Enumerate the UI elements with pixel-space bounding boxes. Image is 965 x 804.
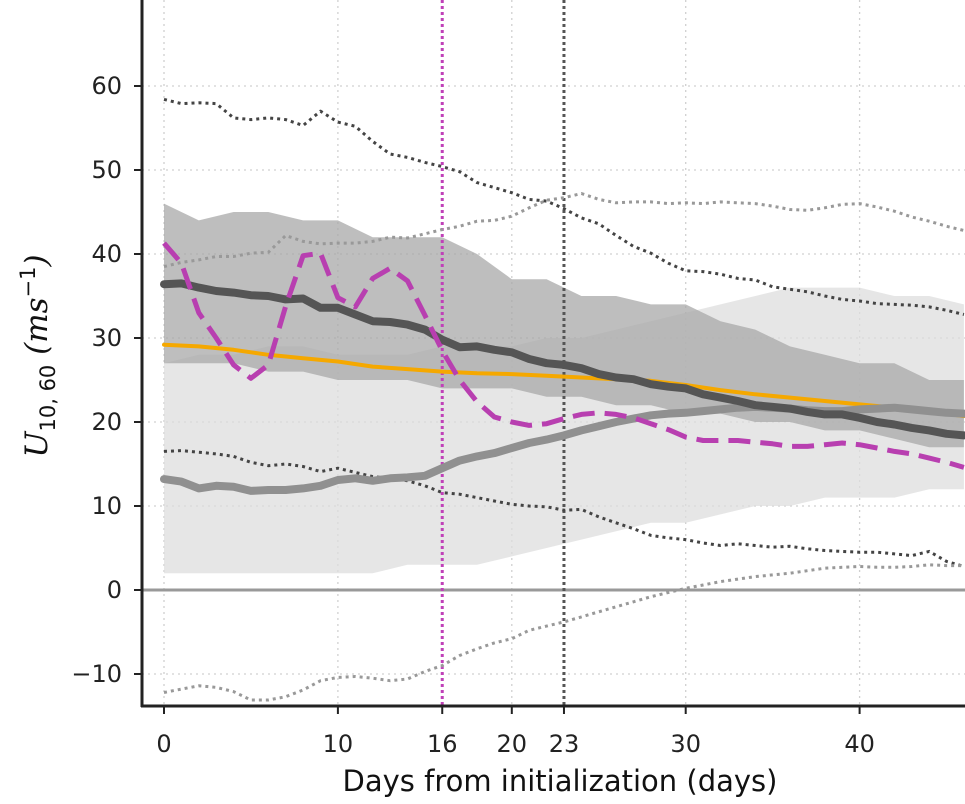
series-line [162, 342, 965, 419]
y-label-open: ( [19, 342, 55, 365]
vertical-markers [440, 0, 566, 706]
x-tick-label: 20 [497, 730, 528, 758]
y-tick-label: 20 [91, 408, 122, 436]
y-label-close: ) [19, 254, 55, 267]
x-tick-label: 10 [323, 730, 354, 758]
y-tick-label: 30 [91, 324, 122, 352]
y-tick-label: 60 [91, 72, 122, 100]
y-tick-label: 10 [91, 492, 122, 520]
x-tick-label: 40 [844, 730, 875, 758]
x-tick-label: 0 [156, 730, 171, 758]
y-label-base: U [19, 431, 55, 458]
series-line [162, 241, 965, 470]
y-tick-label: −10 [71, 660, 122, 688]
y-tick-label: 0 [107, 576, 122, 604]
y-tick-label: 50 [91, 156, 122, 184]
series-line [163, 97, 965, 316]
x-tick-label: 16 [427, 730, 458, 758]
x-axis-label: Days from initialization (days) [343, 764, 778, 798]
y-axis-label: U10, 60 (ms−1) [16, 254, 60, 457]
y-tick-label: 40 [91, 240, 122, 268]
series-line [160, 279, 965, 440]
x-tick-label: 23 [549, 730, 580, 758]
series-line [163, 449, 965, 568]
y-label-subscript: 10, 60 [36, 365, 60, 432]
y-axis-ticks: −10 0 10 20 30 40 50 60 [71, 72, 142, 688]
y-label-unit: ms [19, 297, 55, 342]
series-lines [160, 97, 965, 702]
x-tick-label: 30 [670, 730, 701, 758]
x-axis-ticks: 0 10 16 20 23 30 40 [156, 706, 875, 758]
plot-area [142, 0, 965, 706]
y-label-superscript: −1 [16, 266, 40, 297]
series-line [163, 192, 965, 269]
